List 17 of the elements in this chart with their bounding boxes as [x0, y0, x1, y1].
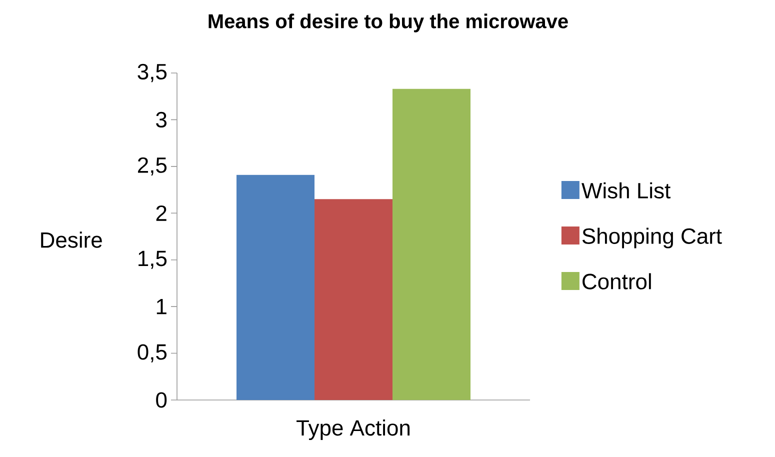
bar	[314, 199, 393, 400]
bar	[236, 174, 314, 400]
x-axis-title: Type Action	[296, 420, 410, 440]
y-axis-title: Desire	[41, 232, 102, 248]
y-tick-label: 2,5	[138, 157, 167, 176]
y-tick-label: 0,5	[138, 344, 167, 362]
y-tick-label: 1	[156, 299, 166, 314]
y-tick-label: 0	[156, 392, 167, 408]
legend-label: Control	[582, 273, 651, 290]
y-tick-label: 2	[156, 205, 166, 221]
legend-label: Shopping Cart	[582, 228, 722, 248]
legend-label: Wish List	[582, 182, 670, 198]
y-tick-label: 3,5	[138, 64, 167, 82]
y-tick-label: 1,5	[138, 250, 167, 269]
bar	[392, 88, 471, 400]
chart-title: Means of desire to buy the microwave	[208, 14, 568, 32]
y-tick-label: 3	[156, 112, 167, 128]
